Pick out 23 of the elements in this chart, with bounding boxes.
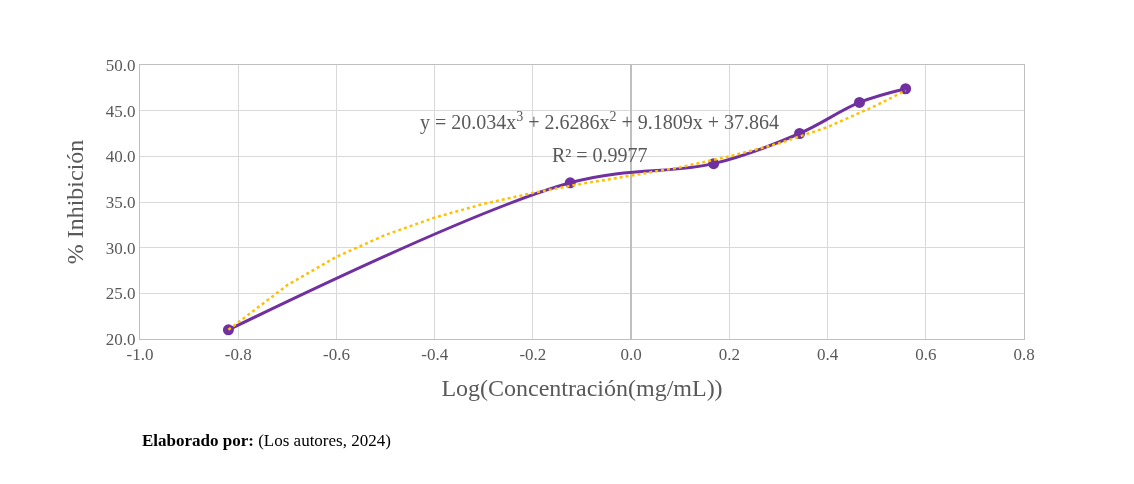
y-tick-label: 45.0 (105, 101, 136, 121)
x-axis-title: Log(Concentración(mg/mL)) (441, 374, 723, 401)
x-tick-label: -0.2 (519, 345, 547, 365)
y-tick-label: 35.0 (105, 192, 136, 212)
point (853, 96, 865, 108)
x-tick-label: 0.8 (1013, 345, 1035, 365)
x-tick-label: -0.8 (224, 345, 252, 365)
annotation: R² = 0.9977 (552, 144, 648, 166)
x-tick-label: 0.6 (915, 345, 937, 365)
y-axis-title: % Inhibición (61, 139, 88, 265)
annotation: y = 20.034x$^{3}$ + 2.6286x$^{2}$ + 9.1809x + 37.864 (420, 109, 780, 135)
x-tick-label: -0.4 (421, 345, 449, 365)
text: Elaborado por: (142, 431, 254, 450)
y-tick-label: 50.0 (105, 55, 136, 75)
point (900, 83, 912, 95)
x-tick-label: 0.2 (718, 345, 740, 365)
text: (Los autores, 2024) (258, 431, 391, 450)
x-tick-label: 0.0 (620, 345, 642, 365)
x-tick-label: -0.6 (322, 345, 350, 365)
y-tick-label: 30.0 (105, 238, 136, 258)
x-tick-label: 0.4 (816, 345, 839, 365)
y-tick-label: 40.0 (105, 147, 136, 167)
y-tick-label: 25.0 (105, 284, 136, 304)
